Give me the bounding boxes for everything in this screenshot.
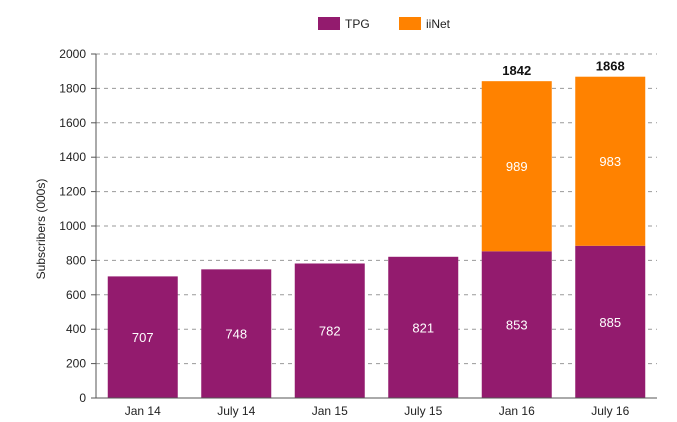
bar-label-tpg-1: 748 xyxy=(225,327,247,342)
legend-label-tpg: TPG xyxy=(345,17,370,31)
total-label-4: 1842 xyxy=(502,63,531,78)
legend-swatch-tpg xyxy=(318,17,340,30)
x-tick-label-3: July 15 xyxy=(404,404,442,418)
y-tick-label-7: 1400 xyxy=(59,150,86,164)
legend-label-iinet: iiNet xyxy=(426,17,451,31)
grid-lines xyxy=(96,53,657,365)
bar-tpg-0 xyxy=(107,276,178,398)
bar-tpg-1 xyxy=(201,269,272,398)
bars: 707 748 782 821 853 989 1842 885 983 1868 xyxy=(107,59,646,398)
x-tick-label-0: Jan 14 xyxy=(125,404,161,418)
y-tick-label-5: 1000 xyxy=(59,219,86,233)
x-tick-label-1: July 14 xyxy=(217,404,255,418)
legend-swatch-iinet xyxy=(399,17,421,30)
y-tick-label-6: 1200 xyxy=(59,185,86,199)
x-tick-label-4: Jan 16 xyxy=(499,404,535,418)
total-label-5: 1868 xyxy=(596,59,625,74)
bar-label-tpg-4: 853 xyxy=(506,318,528,333)
bar-tpg-4 xyxy=(481,251,552,398)
y-tick-label-10: 2000 xyxy=(59,47,86,61)
bar-label-tpg-0: 707 xyxy=(132,330,154,345)
x-tick-label-5: July 16 xyxy=(591,404,629,418)
bar-label-iinet-5: 983 xyxy=(599,154,621,169)
x-tick-label-2: Jan 15 xyxy=(312,404,348,418)
y-tick-label-8: 1600 xyxy=(59,116,86,130)
y-tick-label-1: 200 xyxy=(66,357,86,371)
y-tick-label-4: 800 xyxy=(66,253,86,267)
bar-iinet-5 xyxy=(575,76,646,246)
bar-label-iinet-4: 989 xyxy=(506,159,528,174)
axes: 0 200 400 600 800 1000 1200 1400 1600 1800 2000 Jan… xyxy=(59,47,657,418)
bar-tpg-5 xyxy=(575,245,646,398)
bar-label-tpg-5: 885 xyxy=(599,315,621,330)
bar-iinet-4 xyxy=(481,81,552,252)
legend: TPG iiNet xyxy=(318,17,451,31)
bar-label-tpg-3: 821 xyxy=(412,320,434,335)
y-tick-label-0: 0 xyxy=(79,391,86,405)
bar-label-tpg-2: 782 xyxy=(319,324,341,339)
bar-tpg-3 xyxy=(388,256,459,398)
y-tick-label-3: 600 xyxy=(66,288,86,302)
bar-tpg-2 xyxy=(294,263,365,398)
y-tick-label-2: 400 xyxy=(66,322,86,336)
y-axis-title: Subscribers (000s) xyxy=(34,179,48,280)
y-tick-label-9: 1800 xyxy=(59,81,86,95)
